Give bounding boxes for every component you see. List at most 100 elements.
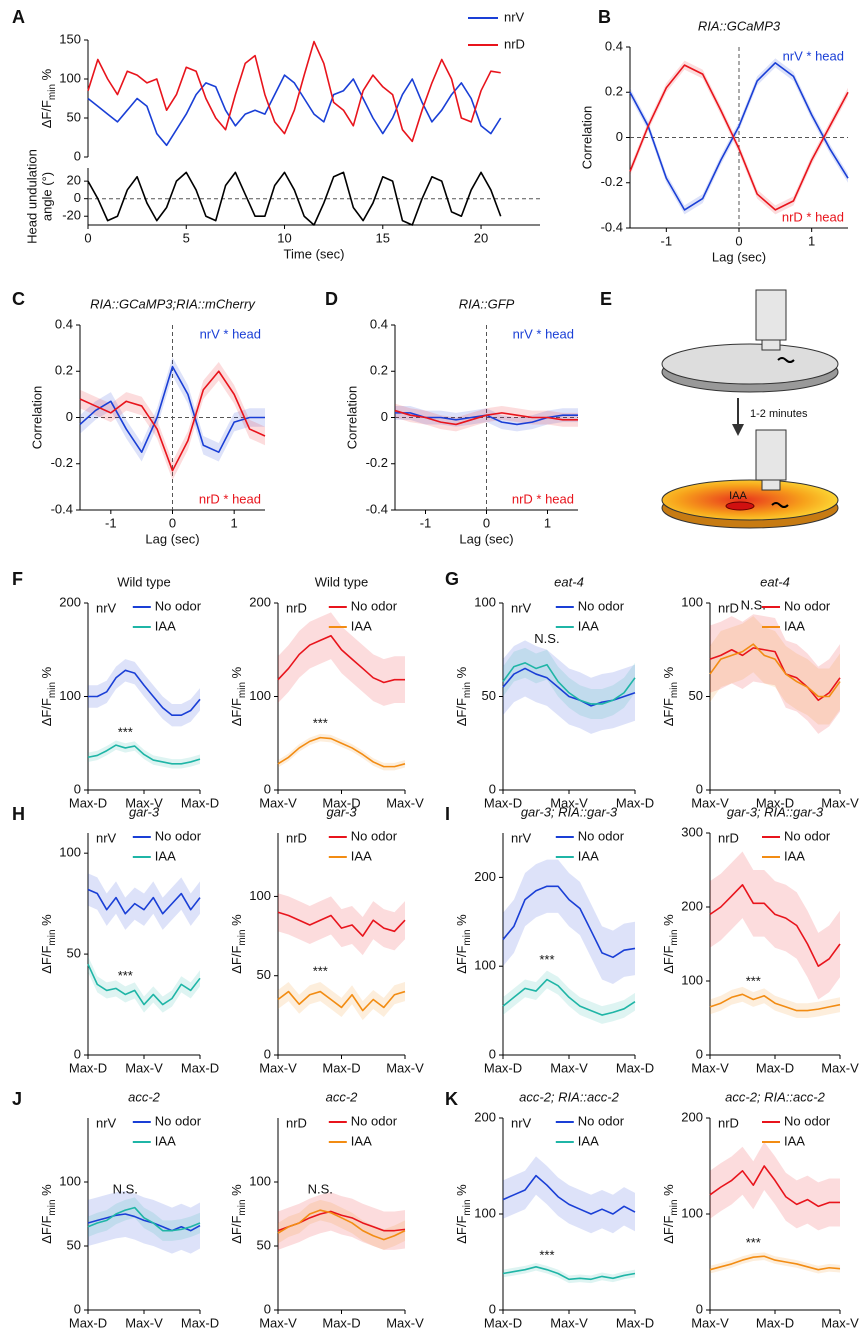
- y-tick-label: 0: [74, 190, 81, 205]
- chart-title: gar-3: [129, 804, 160, 819]
- y-axis-label: ΔF/Fmin %: [229, 1184, 247, 1244]
- chart-title: gar-3; RIA::gar-3: [521, 804, 618, 819]
- series-label: nrD * head: [199, 491, 261, 506]
- y-tick-label: 100: [59, 688, 81, 703]
- y-tick-label: -0.2: [51, 455, 73, 470]
- panel-letter: J: [12, 1089, 22, 1109]
- x-tick-label: Max-D: [69, 1060, 107, 1075]
- x-tick-label: Max-D: [322, 795, 360, 810]
- x-tick-label: Max-D: [181, 1315, 219, 1330]
- y-tick-label: 0: [264, 1301, 271, 1316]
- error-band: [710, 851, 840, 1000]
- series-line: [709, 884, 841, 967]
- x-tick-label: Max-V: [821, 1315, 859, 1330]
- chart-title: acc-2: [326, 1089, 359, 1104]
- legend-label: No odor: [784, 1113, 831, 1128]
- panel-letter: D: [325, 289, 338, 309]
- y-axis-label: ΔF/Fmin %: [454, 666, 472, 726]
- x-tick-label: Max-D: [484, 1315, 522, 1330]
- y-axis-label-part: ΔF/F: [454, 698, 469, 726]
- y-axis-label-part: %: [229, 1184, 244, 1200]
- y-tick-label: -0.4: [51, 501, 73, 516]
- subtitle: nrD: [718, 600, 739, 615]
- y-axis-label-part: min: [669, 1199, 680, 1215]
- y-axis-label: ΔF/Fmin %: [39, 1184, 57, 1244]
- x-tick-label: Max-D: [616, 1315, 654, 1330]
- chart: C RIA::GCaMP3;RIA::mCherry-0.4-0.200.20.4…: [12, 289, 266, 546]
- series-line: [629, 62, 849, 211]
- chart-title: RIA::GCaMP3: [698, 18, 781, 33]
- series-line: [502, 1174, 636, 1215]
- y-axis-label-part: ΔF/F: [454, 1216, 469, 1244]
- series-line: [87, 1206, 201, 1232]
- y-axis-label: ΔF/Fmin %: [454, 914, 472, 974]
- error-band: [503, 640, 635, 734]
- x-axis-label: Lag (sec): [712, 249, 766, 264]
- series-line: [79, 370, 266, 472]
- y-tick-label: 0: [264, 781, 271, 796]
- y-axis-label: ΔF/Fmin %: [661, 1184, 679, 1244]
- y-tick-label: 100: [59, 845, 81, 860]
- significance: N.S.: [741, 598, 766, 613]
- microscope: [755, 289, 787, 341]
- series-label: nrV * head: [783, 48, 844, 63]
- y-axis-label-part: %: [39, 68, 54, 84]
- chart-title: eat-4: [554, 574, 584, 589]
- series-line: [87, 74, 502, 147]
- y-tick-label: 100: [59, 1173, 81, 1188]
- y-axis-label-part: ΔF/F: [661, 946, 676, 974]
- y-axis-label-part: min: [462, 929, 473, 945]
- y-axis-label: ΔF/Fmin %: [39, 666, 57, 726]
- error-band: [710, 616, 840, 725]
- series-line: [87, 171, 502, 226]
- y-tick-label: 100: [681, 594, 703, 609]
- legend-label: IAA: [155, 848, 176, 863]
- dish: [661, 343, 839, 385]
- y-tick-label: 0: [381, 409, 388, 424]
- legend-label: IAA: [578, 618, 599, 633]
- subtitle: nrD: [286, 600, 307, 615]
- chart-title: Wild type: [117, 574, 170, 589]
- x-tick-label: 20: [474, 230, 488, 245]
- series-line: [277, 634, 405, 684]
- chart: A 0 50 100 150 ΔF/Fmin % nrV nrD: [12, 7, 525, 164]
- y-axis-label: ΔF/Fmin %: [39, 68, 57, 128]
- odor-dish: [661, 479, 839, 521]
- x-tick-label: Max-V: [259, 1060, 297, 1075]
- y-tick-label: 0: [489, 1301, 496, 1316]
- y-tick-label: 0: [264, 1046, 271, 1061]
- worm: [777, 357, 795, 363]
- series-line: [709, 1165, 840, 1208]
- y-tick-label: 0: [696, 1046, 703, 1061]
- panel-letter: K: [445, 1089, 458, 1109]
- y-tick-label: -0.2: [601, 174, 623, 189]
- y-axis-label: ΔF/Fmin %: [229, 914, 247, 974]
- y-axis-label: ΔF/Fmin %: [661, 666, 679, 726]
- y-axis-label-part: min: [237, 929, 248, 945]
- y-tick-label: 200: [681, 1109, 703, 1124]
- objective: [761, 479, 781, 491]
- error-band: [503, 859, 635, 984]
- series-line: [79, 365, 265, 453]
- subtitle: nrV: [511, 830, 532, 845]
- chart: gar-3 nrD 0 50 100 Max-V Max-D Max-V ΔF/Fmin % No…: [229, 804, 424, 1075]
- y-axis-label-part: min: [47, 929, 58, 945]
- y-tick-label: 0.2: [605, 84, 623, 99]
- y-axis-label-part: %: [661, 914, 676, 930]
- series-line: [709, 993, 841, 1012]
- series-line: [629, 64, 849, 211]
- y-tick-label: 100: [249, 1173, 271, 1188]
- y-axis-label-part: ΔF/F: [39, 698, 54, 726]
- series-line: [709, 1255, 841, 1271]
- series-line: [502, 978, 636, 1016]
- y-axis-label-part: ΔF/F: [39, 1216, 54, 1244]
- legend-label: No odor: [351, 828, 398, 843]
- series-line: [87, 963, 201, 1006]
- y-tick-label: 200: [59, 594, 81, 609]
- odor-label: IAA: [729, 490, 747, 502]
- legend-label: nrV: [504, 9, 525, 24]
